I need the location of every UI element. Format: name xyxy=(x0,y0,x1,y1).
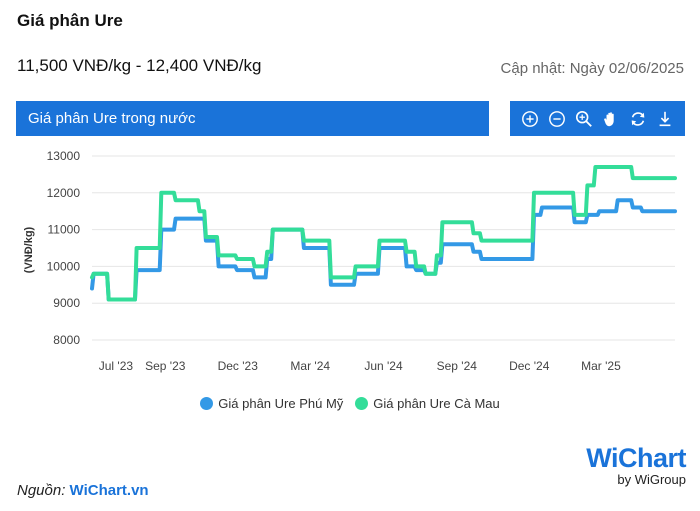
legend-marker-phu-my xyxy=(200,397,214,410)
legend-marker-ca-mau xyxy=(355,397,369,410)
y-axis-label: (VNĐ/kg) xyxy=(23,226,35,273)
x-tick-label: Sep '24 xyxy=(437,359,478,373)
update-date: Cập nhật: Ngày 02/06/2025 xyxy=(500,60,684,77)
source-link[interactable]: WiChart.vn xyxy=(69,482,149,499)
zoom-in-icon[interactable] xyxy=(520,109,540,129)
logo-text: WiChart xyxy=(586,443,686,473)
x-tick-label: Dec '24 xyxy=(509,359,550,373)
page-title: Giá phân Ure xyxy=(17,11,123,30)
x-tick-label: Jun '24 xyxy=(364,359,403,373)
x-tick-label: Jul '23 xyxy=(99,359,134,373)
y-tick-label: 12000 xyxy=(47,186,81,200)
y-tick-label: 13000 xyxy=(47,149,81,163)
pan-hand-icon[interactable] xyxy=(601,109,621,129)
y-axis-ticks: 8000 9000 10000 11000 12000 13000 xyxy=(47,149,81,347)
source-note: Nguồn: WiChart.vn xyxy=(17,482,149,499)
series-line-1[interactable] xyxy=(90,165,677,302)
y-tick-label: 9000 xyxy=(53,296,80,310)
logo-subtitle: by WiGroup xyxy=(617,472,686,487)
legend-label-ca-mau: Giá phân Ure Cà Mau xyxy=(373,396,500,411)
magnifier-icon[interactable] xyxy=(574,109,594,129)
legend-label-phu-my: Giá phân Ure Phú Mỹ xyxy=(218,396,344,411)
chart-legend: Giá phân Ure Phú Mỹ Giá phân Ure Cà Mau xyxy=(0,396,700,411)
source-label: Nguồn: xyxy=(17,482,66,499)
grid-lines xyxy=(92,155,675,341)
reset-icon[interactable] xyxy=(628,109,648,129)
y-tick-label: 11000 xyxy=(48,223,81,237)
y-tick-label: 8000 xyxy=(53,333,80,347)
x-tick-label: Dec '23 xyxy=(218,359,259,373)
legend-item-ca-mau[interactable]: Giá phân Ure Cà Mau xyxy=(355,396,500,411)
y-tick-label: 10000 xyxy=(47,259,81,273)
x-tick-label: Mar '24 xyxy=(290,359,330,373)
x-axis-ticks: Jul '23 Sep '23 Dec '23 Mar '24 Jun '24 Sep '… xyxy=(99,359,621,373)
chart-toolbar xyxy=(510,101,685,136)
line-chart: 8000 9000 10000 11000 12000 13000 Jul '23 Sep … xyxy=(23,149,677,373)
x-tick-label: Mar '25 xyxy=(581,359,621,373)
chart-series xyxy=(90,165,677,302)
legend-item-phu-my[interactable]: Giá phân Ure Phú Mỹ xyxy=(200,396,343,411)
x-tick-label: Sep '23 xyxy=(145,359,186,373)
download-icon[interactable] xyxy=(655,109,675,129)
wichart-logo: WiChart by WiGroup xyxy=(586,443,686,487)
price-range: 11,500 VNĐ/kg - 12,400 VNĐ/kg xyxy=(17,56,262,75)
zoom-out-icon[interactable] xyxy=(547,109,567,129)
chart-header-title: Giá phân Ure trong nước xyxy=(16,101,489,136)
